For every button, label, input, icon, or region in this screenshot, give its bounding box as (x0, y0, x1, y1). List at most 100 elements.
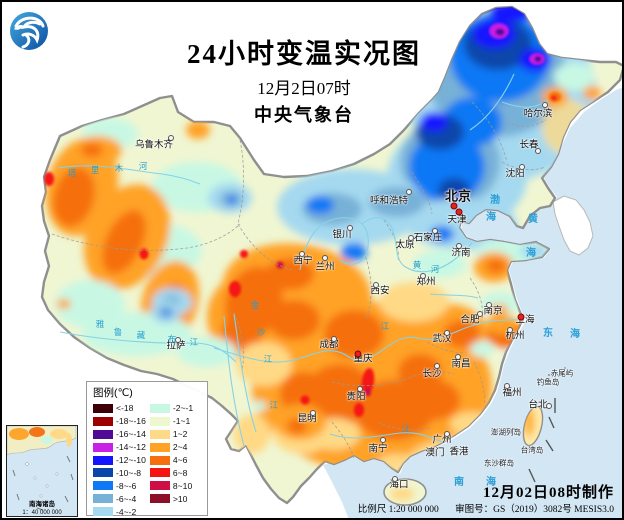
legend-swatch (149, 468, 170, 478)
city-label-合肥: 合肥 (460, 314, 480, 326)
city-dot-重庆 (354, 350, 362, 358)
river-name-char-10: 鲁 (113, 326, 123, 337)
river-name-char-3: 河 (138, 160, 148, 171)
sea-name-char-7: 海 (486, 477, 496, 488)
river-name-char-15: 沙 (256, 326, 266, 337)
city-dot-北京 (450, 202, 458, 210)
inset-label: 南海诸岛 (29, 501, 55, 508)
city-dot-南宁 (380, 437, 386, 443)
city-label-成都: 成都 (319, 339, 339, 351)
legend-range-label: 6~8 (172, 467, 188, 478)
river-name-char-8: 江 (401, 423, 411, 434)
city-label-哈尔滨: 哈尔滨 (523, 108, 553, 120)
city-label-重庆: 重庆 (353, 353, 373, 365)
legend-row: 6~8 (149, 466, 193, 479)
river-name-char-11: 藏 (136, 329, 146, 340)
cma-dragon-logo (10, 12, 48, 50)
legend-range-label: 8~10 (172, 480, 193, 491)
legend-row: -18~-16 (93, 415, 146, 428)
city-label-长春: 长春 (519, 139, 539, 151)
legend-swatch (149, 442, 170, 452)
river-name-char-16: 江 (263, 353, 273, 364)
legend-range-label: 1~2 (172, 429, 188, 440)
island-label-澎湖列岛: 澎湖列岛 (491, 427, 521, 437)
city-dot-昆明 (310, 410, 316, 416)
city-label-澳门: 澳门 (425, 447, 445, 459)
city-dot-西安 (373, 282, 379, 288)
legend-swatch (149, 494, 170, 504)
city-label-台北: 台北 (528, 399, 548, 411)
sea-area (323, 87, 622, 518)
legend-range-label: 2~4 (172, 442, 188, 453)
legend-column-negative: <-18 -18~-16 -16~-14 -14~-12 -12~-10 -10~-8 -8… (93, 402, 146, 518)
temperature-legend: 图例(℃) <-18 -18~-16 -16~-14 -14~-12 -12~-10 -1… (86, 381, 208, 518)
legend-row: 8~10 (149, 479, 193, 492)
legend-range-label: -10~-8 (116, 467, 142, 478)
city-label-贵阳: 贵阳 (346, 391, 366, 403)
city-label-南京: 南京 (483, 305, 503, 317)
city-dot-石家庄 (432, 228, 438, 234)
city-dot-合肥 (477, 311, 483, 317)
city-dot-乌鲁木齐 (168, 135, 174, 141)
legend-range-label: -2~-1 (172, 403, 194, 414)
legend-swatch (149, 403, 170, 413)
legend-swatch (93, 403, 113, 413)
legend-swatch (149, 416, 170, 426)
legend-row: -4~-2 (93, 505, 146, 518)
city-dot-拉萨 (175, 337, 181, 343)
river-name-char-4: 黄 (412, 259, 422, 270)
korea-peninsula (552, 195, 594, 256)
city-label-广州: 广州 (432, 434, 452, 446)
legend-column-positive: -2~-1 -1~1 1~2 2~4 4~6 6~8 8~10 >10 (149, 402, 194, 518)
city-dot-福州 (504, 383, 510, 389)
city-label-北京: 北京 (444, 188, 472, 204)
city-dot-郑州 (420, 273, 426, 279)
city-dot-贵阳 (357, 386, 363, 392)
legend-row: >10 (149, 492, 193, 505)
legend-row: <-18 (93, 402, 146, 415)
legend-title: 图例(℃) (93, 387, 133, 399)
city-dot-杭州 (507, 327, 513, 333)
city-dot-兰州 (322, 255, 328, 261)
city-dot-台北 (546, 403, 552, 409)
city-label-天津: 天津 (447, 214, 467, 226)
city-dot-上海 (517, 313, 525, 321)
city-label-呼和浩特: 呼和浩特 (369, 195, 409, 207)
nine-dash-line (528, 398, 556, 483)
river-name-char-9: 雅 (95, 318, 105, 329)
legend-range-label: -6~-4 (116, 493, 137, 504)
map-review-number: 审图号：GS（2019）3082号 MESIS3.0 (455, 505, 614, 515)
legend-swatch (93, 481, 113, 491)
city-dot-沈阳 (519, 164, 525, 170)
city-label-石家庄: 石家庄 (413, 232, 443, 244)
legend-range-label: >10 (172, 493, 188, 504)
legend-swatch (93, 442, 113, 452)
legend-swatch (93, 429, 113, 439)
legend-swatch (149, 455, 170, 465)
island-label-赤尾屿: 赤尾屿 (550, 368, 574, 378)
legend-row: -1~1 (149, 415, 193, 428)
map-scale: 比例尺 1:20 000 000 (357, 505, 439, 515)
city-label-杭州: 杭州 (505, 330, 525, 342)
legend-range-label: -1~1 (172, 416, 191, 427)
city-label-乌鲁木齐: 乌鲁木齐 (134, 139, 174, 151)
city-dot-长春 (535, 148, 541, 154)
city-label-太原: 太原 (395, 239, 415, 251)
city-label-昆明: 昆明 (297, 413, 317, 425)
sea-name-char-4: 东 (543, 328, 553, 339)
sea-name-char-2: 黄 (528, 214, 538, 225)
city-label-郑州: 郑州 (416, 276, 436, 288)
city-label-上海: 上海 (515, 314, 535, 326)
river-name-char-7: 江 (269, 399, 279, 410)
legend-range-label: -4~-2 (116, 506, 137, 517)
legend-range-label: -8~-6 (116, 480, 137, 491)
legend-range-label: -14~-12 (116, 442, 146, 453)
river-name-char-12: 布 (167, 333, 177, 344)
city-dot-太原 (408, 235, 414, 241)
legend-row: -8~-6 (93, 479, 146, 492)
city-label-海口: 海口 (389, 479, 409, 491)
legend-row: -6~-4 (93, 492, 146, 505)
legend-swatch (93, 494, 113, 504)
city-label-济南: 济南 (451, 247, 471, 259)
